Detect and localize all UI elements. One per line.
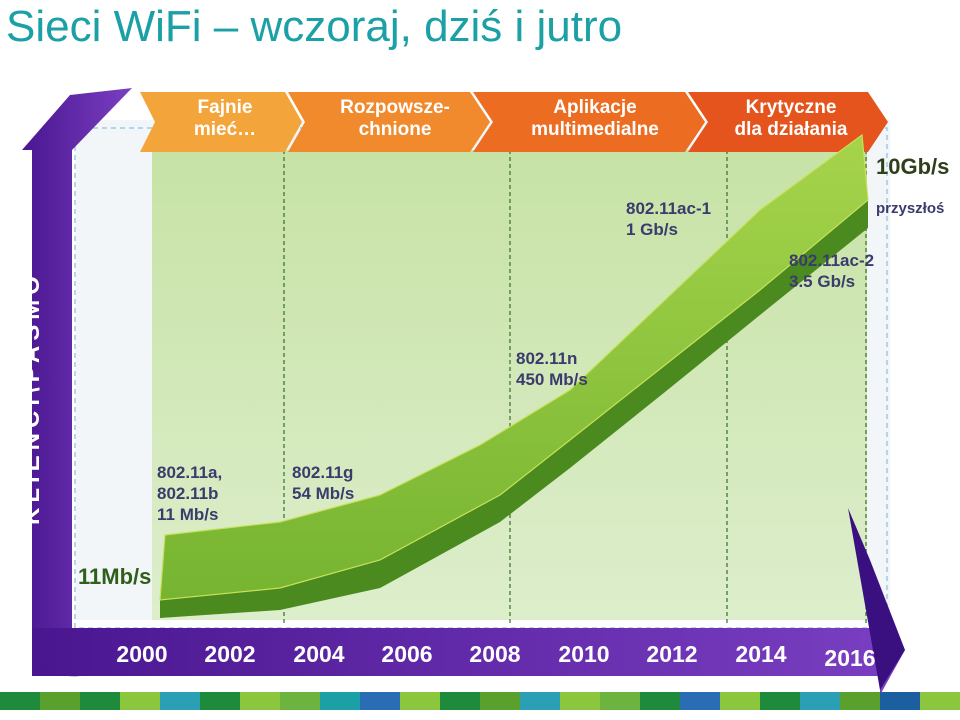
year-label: 2006 [381,641,433,667]
growth-band-top [159,133,869,601]
phase-label-line: Aplikacje [553,97,637,118]
standard-label: 802.11n 450 Mb/s [516,348,588,390]
year-label: 2012 [646,641,698,667]
phase-arrow-1 [140,92,302,152]
start-value: 11Mb/s [78,564,152,589]
footer-swatch [80,692,120,710]
footer-swatch [520,692,560,710]
footer-swatch [160,692,200,710]
footer-swatch [0,692,40,710]
phase-arrow-3 [473,92,705,152]
footer-swatch [200,692,240,710]
phase-arrow-4 [688,92,888,152]
standard-label: 802.11ac-1 1 Gb/s [626,198,711,240]
phase-label-line: dla działania [734,119,848,140]
phase-label-line: Krytyczne [745,97,837,118]
standard-line: 802.11ac-2 [789,251,875,270]
future-label: przyszłoś [876,200,945,217]
standard-label: 802.11a, 802.11b 11 Mb/s [157,462,222,525]
year-label: 2010 [558,641,610,667]
footer-swatch [360,692,400,710]
standard-line: 54 Mb/s [292,484,355,503]
footer-swatch [120,692,160,710]
year-label: 2000 [116,641,168,667]
footer-swatch [680,692,720,710]
footer-swatch [640,692,680,710]
year-label: 2004 [293,641,345,667]
footer-swatch [440,692,480,710]
end-value: 10Gb/s [876,154,950,179]
standard-line: 802.11n [516,349,578,368]
phase-label-3: Aplikacje multimedialne [490,97,700,141]
year-label: 2002 [204,641,256,667]
footer-swatch [760,692,800,710]
footer-color-strip [0,692,960,710]
footer-swatch [560,692,600,710]
phase-label-4: Krytyczne dla działania [706,97,876,141]
y-axis-label: KLIENCI\PASMO [18,271,45,525]
standard-line: 802.11g [292,463,354,482]
slide-title: Sieci WiFi – wczoraj, dziś i jutro [6,2,623,51]
phase-label-line: chnione [358,119,432,140]
phase-label-line: Fajnie [197,97,253,118]
footer-swatch [840,692,880,710]
phase-label-line: mieć… [193,119,257,140]
standard-line: 802.11ac-1 [626,199,712,218]
x-axis-arrow [32,610,905,695]
year-label: 2014 [735,641,787,667]
standard-line: 3.5 Gb/s [789,272,856,291]
y-axis-arrow [22,88,132,640]
footer-swatch [880,692,920,710]
footer-swatch [800,692,840,710]
phase-label-1: Fajnie mieć… [150,97,300,141]
phase-label-line: multimedialne [531,119,659,140]
standard-line: 802.11a, [157,463,223,482]
footer-swatch [240,692,280,710]
standard-label: 802.11ac-2 3.5 Gb/s [789,250,874,292]
standard-line: 1 Gb/s [626,220,678,239]
standard-line: 450 Mb/s [516,370,588,389]
standard-line: 802.11b [157,484,219,503]
footer-swatch [600,692,640,710]
x-axis-tip [848,508,905,690]
footer-swatch [920,692,960,710]
axis-corner [32,628,80,677]
phase-label-2: Rozpowsze- chnione [305,97,485,141]
footer-swatch [320,692,360,710]
standard-line: 11 Mb/s [157,505,219,524]
year-label: 2008 [469,641,521,667]
year-label: 2016 [824,645,876,671]
standard-label: 802.11g 54 Mb/s [292,462,354,504]
phase-label-line: Rozpowsze- [340,97,450,118]
footer-swatch [720,692,760,710]
footer-swatch [280,692,320,710]
footer-swatch [400,692,440,710]
phase-arrow-2 [288,92,490,152]
footer-swatch [40,692,80,710]
footer-swatch [480,692,520,710]
